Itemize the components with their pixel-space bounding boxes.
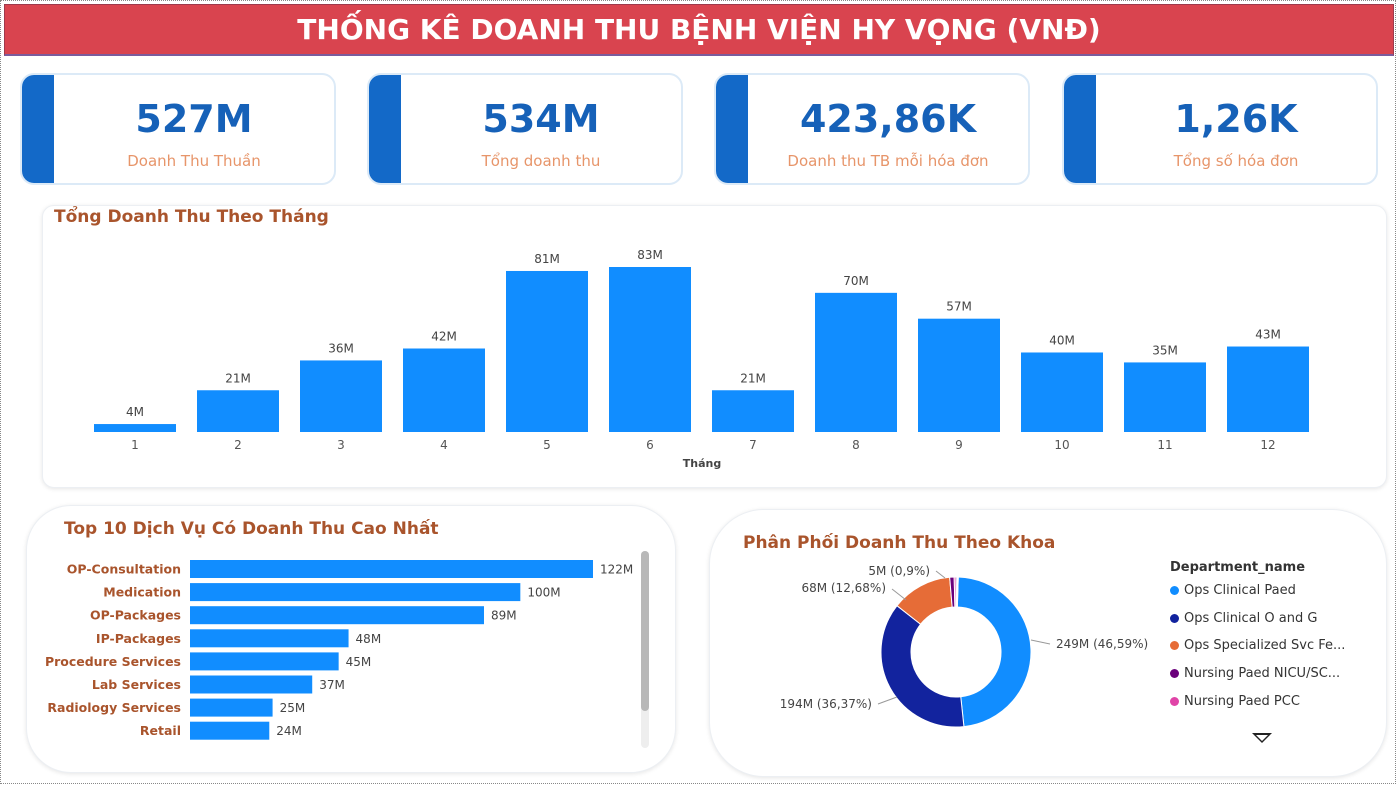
kpi-value: 1,26K: [1174, 97, 1298, 141]
month-tick-label: 7: [749, 438, 757, 452]
month-bar[interactable]: [94, 424, 176, 432]
dashboard-header: THỐNG KÊ DOANH THU BỆNH VIỆN HY VỌNG (VN…: [4, 4, 1394, 56]
month-bar-data-label: 57M: [946, 300, 972, 314]
legend-dot-icon: [1170, 669, 1179, 679]
month-bar-data-label: 43M: [1255, 328, 1281, 342]
legend-item[interactable]: Nursing Paed NICU/SC...: [1170, 666, 1340, 681]
kpi-accent-stripe: [22, 75, 54, 183]
kpi-card-invoice-count[interactable]: 1,26K Tổng số hóa đơn: [1062, 73, 1378, 185]
month-tick-label: 5: [543, 438, 551, 452]
month-bar-data-label: 70M: [843, 274, 869, 288]
dashboard-title: THỐNG KÊ DOANH THU BỆNH VIỆN HY VỌNG (VN…: [297, 13, 1101, 46]
month-bar-data-label: 42M: [431, 330, 457, 344]
top-services-card: [26, 505, 676, 773]
kpi-label: Tổng doanh thu: [481, 152, 601, 170]
legend-title: Department_name: [1170, 560, 1306, 575]
month-tick-label: 12: [1260, 438, 1275, 452]
month-tick-label: 1: [131, 438, 139, 452]
month-bar-data-label: 21M: [740, 371, 766, 385]
month-bar-data-label: 35M: [1152, 343, 1178, 357]
month-tick-label: 6: [646, 438, 654, 452]
legend-item-label: Ops Clinical O and G: [1184, 610, 1318, 626]
kpi-card-net-revenue[interactable]: 527M Doanh Thu Thuần: [20, 73, 336, 185]
legend-item[interactable]: Ops Clinical Paed: [1170, 583, 1296, 598]
month-x-axis-label: Tháng: [683, 457, 721, 470]
kpi-label: Doanh Thu Thuần: [127, 152, 261, 170]
month-tick-label: 9: [955, 438, 963, 452]
kpi-accent-stripe: [1064, 75, 1096, 183]
month-bar[interactable]: [506, 270, 588, 432]
kpi-label: Doanh thu TB mỗi hóa đơn: [787, 152, 989, 170]
month-bar[interactable]: [1124, 362, 1206, 432]
kpi-accent-stripe: [369, 75, 401, 183]
month-bar-data-label: 4M: [126, 405, 144, 419]
legend-item-label: Ops Specialized Svc Fe...: [1184, 638, 1346, 654]
month-bar[interactable]: [1021, 352, 1103, 432]
kpi-value: 534M: [482, 97, 600, 141]
legend-item-label: Nursing Paed PCC: [1184, 693, 1300, 709]
month-bar-data-label: 81M: [534, 252, 560, 266]
month-bar[interactable]: [609, 267, 691, 432]
legend-dot-icon: [1170, 586, 1179, 595]
month-bar[interactable]: [197, 390, 279, 432]
month-tick-label: 2: [234, 438, 242, 452]
legend-dot-icon: [1170, 613, 1179, 623]
legend-more-arrow-icon[interactable]: [1252, 733, 1272, 743]
monthly-revenue-card: [42, 205, 1387, 488]
month-bar[interactable]: [815, 292, 897, 432]
services-chart-title: Top 10 Dịch Vụ Có Doanh Thu Cao Nhất: [64, 519, 439, 539]
legend-dot-icon: [1170, 696, 1179, 706]
month-tick-label: 11: [1157, 438, 1172, 452]
month-bar[interactable]: [1227, 346, 1309, 432]
kpi-card-total-revenue[interactable]: 534M Tổng doanh thu: [367, 73, 683, 185]
month-bar-data-label: 36M: [328, 341, 354, 355]
month-bar-data-label: 83M: [637, 248, 663, 262]
month-bar[interactable]: [403, 348, 485, 432]
kpi-value: 423,86K: [799, 97, 977, 141]
month-tick-label: 3: [337, 438, 345, 452]
month-tick-label: 8: [852, 438, 860, 452]
month-bar[interactable]: [712, 390, 794, 432]
monthly-chart-title: Tổng Doanh Thu Theo Tháng: [54, 207, 329, 227]
month-tick-label: 10: [1054, 438, 1069, 452]
kpi-card-avg-invoice[interactable]: 423,86K Doanh thu TB mỗi hóa đơn: [714, 73, 1030, 185]
legend-item-label: Nursing Paed NICU/SC...: [1184, 666, 1341, 682]
month-bar[interactable]: [300, 360, 382, 432]
department-chart-title: Phân Phối Doanh Thu Theo Khoa: [743, 533, 1056, 553]
legend-item[interactable]: Ops Clinical O and G: [1170, 611, 1317, 626]
kpi-value: 527M: [135, 97, 253, 141]
kpi-label: Tổng số hóa đơn: [1173, 152, 1299, 170]
month-bar[interactable]: [918, 318, 1000, 432]
month-bar-data-label: 21M: [225, 371, 251, 385]
legend-item[interactable]: Nursing Paed PCC: [1170, 694, 1300, 709]
services-scrollbar[interactable]: [641, 551, 649, 711]
legend-item[interactable]: Ops Specialized Svc Fe...: [1170, 638, 1345, 653]
month-tick-label: 4: [440, 438, 448, 452]
legend-item-label: Ops Clinical Paed: [1184, 583, 1296, 598]
legend-dot-icon: [1170, 641, 1179, 651]
kpi-accent-stripe: [716, 75, 748, 183]
month-bar-data-label: 40M: [1049, 333, 1075, 347]
